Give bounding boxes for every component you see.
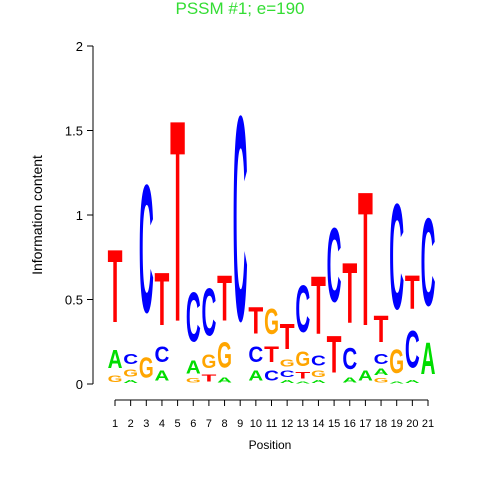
logo-letter: G (264, 303, 279, 343)
y-tick-label: 0.5 (65, 293, 83, 308)
logo-letter: C (389, 173, 404, 341)
logo-letter: T (201, 372, 217, 384)
logo-letter: C (123, 350, 138, 367)
logo-letter: A (358, 367, 373, 384)
y-axis-label: Information content (29, 155, 45, 275)
x-tick-label: 19 (391, 418, 403, 430)
logo-letter: T (155, 257, 170, 342)
logo-letter: C (155, 341, 170, 367)
x-tick-label: 20 (406, 418, 418, 430)
logo-letter: A (295, 381, 310, 384)
logo-letter: C (327, 207, 342, 325)
x-tick-label: 11 (266, 418, 277, 430)
y-tick-label: 2 (76, 39, 83, 54)
logo-letter: A (217, 376, 232, 384)
x-tick-label: 9 (237, 418, 243, 430)
logo-letter: T (170, 61, 185, 382)
logo-letter: T (374, 307, 389, 350)
x-tick-label: 16 (344, 418, 356, 430)
y-tick-label: 1.5 (65, 124, 83, 139)
logo-letter: T (405, 266, 420, 320)
logo-letter: T (358, 151, 373, 366)
logo-letter: A (389, 381, 404, 384)
logo-letter: C (201, 274, 216, 350)
logo-letter: T (311, 259, 326, 351)
logo-letter: C (311, 352, 326, 369)
logo-letter: G (389, 342, 404, 380)
logo-letter: T (342, 247, 357, 342)
logo-letter: T (108, 230, 123, 346)
logo-letter: G (186, 378, 201, 385)
logo-letter: T (217, 264, 232, 336)
logo-letter: C (139, 146, 154, 351)
x-tick-label: 4 (159, 418, 165, 430)
y-tick-label: 0 (76, 377, 83, 392)
logo-letter: C (421, 194, 436, 334)
x-tick-label: 13 (297, 418, 309, 430)
y-tick-label: 1 (76, 208, 83, 223)
x-tick-label: 15 (328, 418, 340, 430)
logo-letter: A (342, 376, 357, 384)
logo-letter: A (311, 379, 326, 384)
logo-letter: C (186, 279, 201, 358)
logo-letter: C (405, 321, 420, 379)
x-tick-label: 6 (190, 418, 196, 430)
logo-letter: G (295, 348, 310, 371)
logo-letter: A (123, 379, 138, 384)
logo-letter: A (108, 345, 123, 374)
x-tick-label: 5 (175, 418, 181, 430)
logo-letter: A (405, 379, 420, 384)
logo-letter: G (280, 358, 295, 370)
x-tick-label: 18 (375, 418, 387, 430)
logo-letter: G (123, 368, 138, 380)
logo-letter: A (248, 367, 263, 384)
x-tick-label: 12 (281, 418, 293, 430)
logo-letter: G (139, 353, 154, 385)
logo-letter: G (201, 351, 216, 373)
logo-letter: G (108, 374, 123, 384)
logo-letter: C (233, 54, 248, 381)
logo-letter: G (311, 369, 326, 379)
x-tick-label: 3 (143, 418, 149, 430)
x-tick-label: 2 (128, 418, 134, 430)
x-tick-label: 21 (422, 418, 434, 430)
x-tick-label: 1 (112, 418, 118, 430)
logo-letter: T (264, 342, 280, 367)
logo-letter: A (374, 368, 390, 378)
logo-letter: C (248, 341, 263, 367)
logo-letter: G (374, 378, 389, 385)
logo-letter: T (248, 299, 263, 342)
x-tick-label: 7 (206, 418, 212, 430)
logo-letter: T (295, 370, 311, 380)
x-tick-label: 8 (221, 418, 227, 430)
chart-title: PSSM #1; e=190 (175, 0, 304, 18)
logo-letter: C (374, 350, 389, 367)
logo-letter: C (295, 274, 310, 347)
logo-letter: A (421, 334, 436, 384)
logo-letter: C (264, 367, 279, 384)
logo-letter: C (280, 370, 296, 380)
logo-letter: A (186, 357, 201, 378)
x-tick-label: 17 (359, 418, 371, 430)
logo-letter: T (327, 325, 342, 384)
x-axis-label: Position (249, 438, 292, 452)
logo-letter: A (155, 367, 170, 384)
logo-letter: T (280, 316, 295, 357)
logo-letter: G (217, 336, 232, 376)
x-tick-label: 14 (312, 418, 324, 430)
logo-letter: C (342, 343, 357, 376)
x-tick-label: 10 (250, 418, 262, 430)
logo-letter: A (280, 379, 295, 384)
